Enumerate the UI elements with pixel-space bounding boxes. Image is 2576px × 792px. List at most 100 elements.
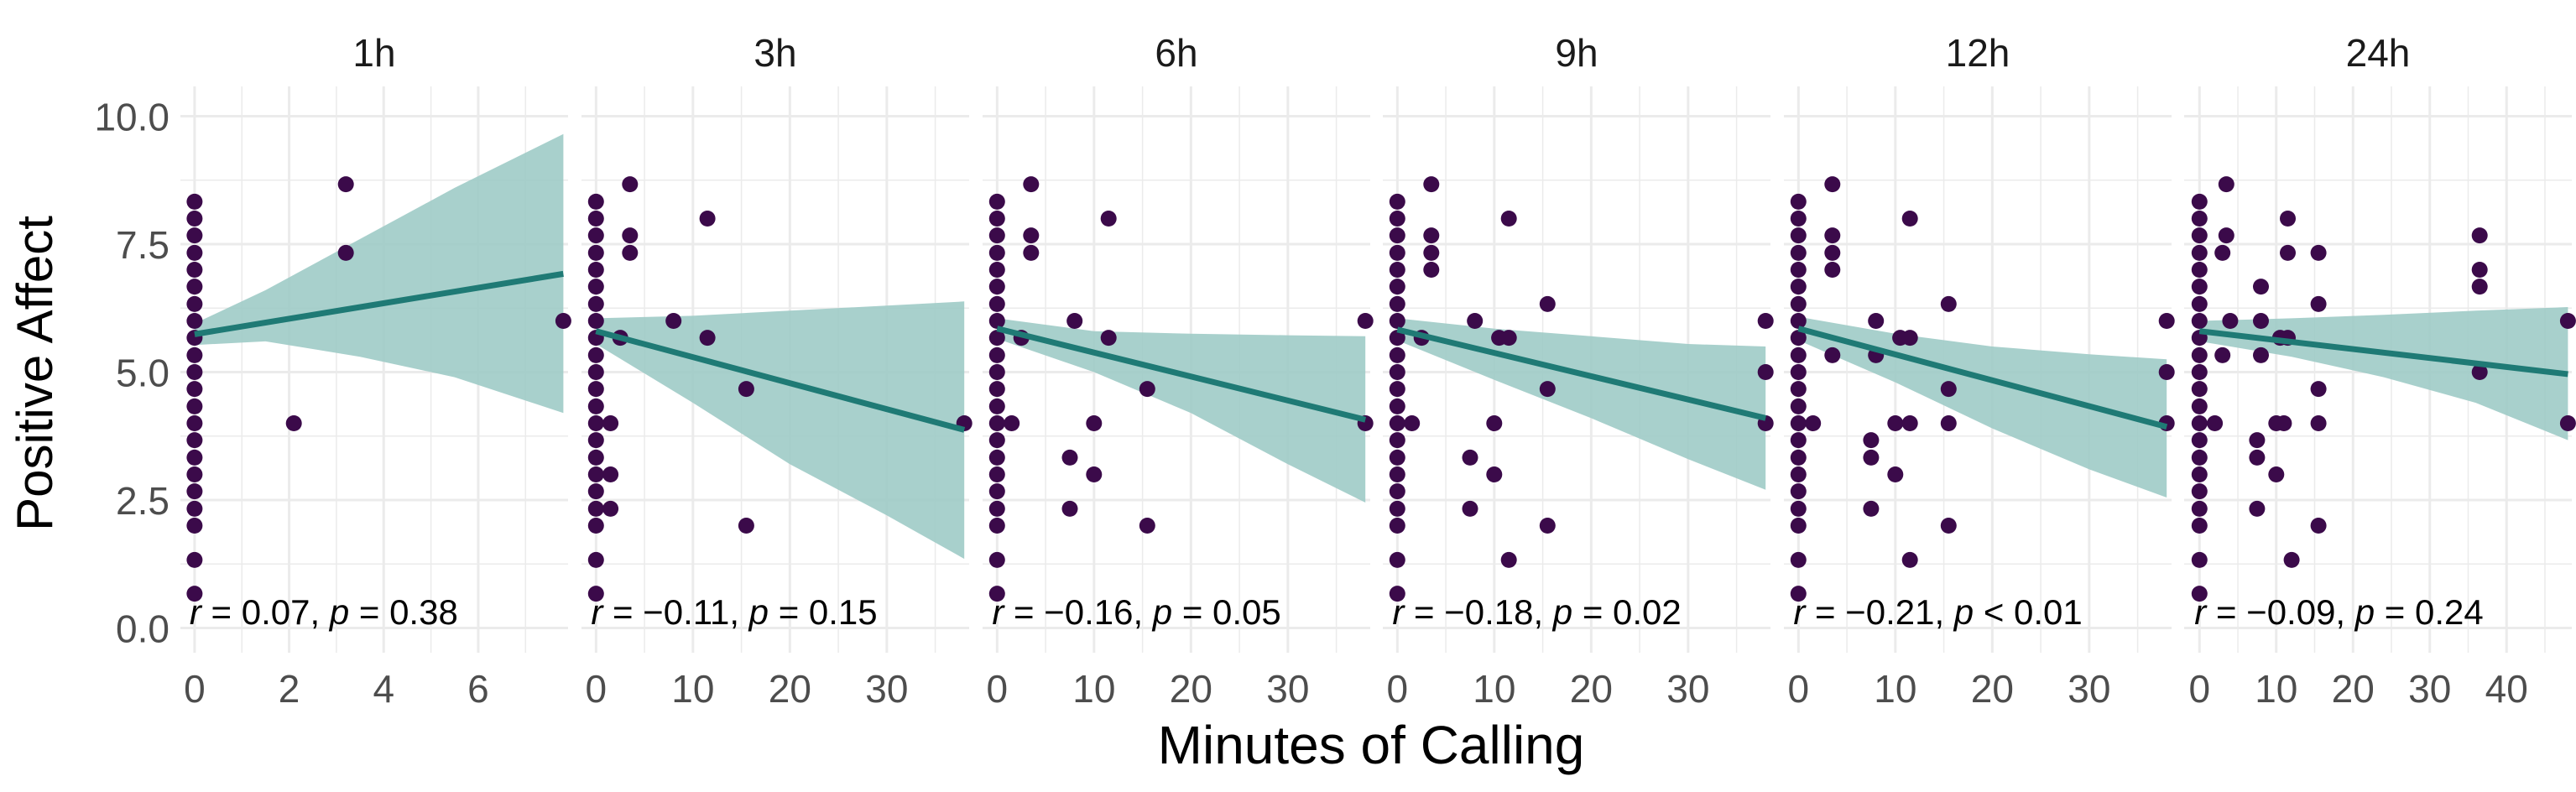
data-point bbox=[1086, 415, 1103, 431]
panel-title: 6h bbox=[1155, 31, 1197, 75]
data-point bbox=[1389, 500, 1405, 517]
data-point bbox=[1539, 381, 1556, 398]
data-point bbox=[1389, 262, 1405, 278]
data-point bbox=[2222, 313, 2239, 329]
data-point bbox=[1500, 551, 1517, 568]
data-point bbox=[988, 279, 1005, 295]
data-point bbox=[2191, 432, 2208, 449]
data-point bbox=[1790, 330, 1807, 346]
data-point bbox=[587, 586, 604, 602]
data-point bbox=[665, 313, 682, 329]
data-point bbox=[1389, 466, 1405, 482]
data-point bbox=[2191, 500, 2208, 517]
data-point bbox=[186, 244, 203, 261]
facet-panel: 24h 0 10 20 30 40r = −0.09, p = 0.24 bbox=[2184, 31, 2576, 711]
x-tick-label: 0 bbox=[586, 667, 607, 711]
x-tick-label: 20 bbox=[2332, 667, 2375, 711]
data-point bbox=[1790, 518, 1807, 534]
data-point bbox=[587, 262, 604, 278]
data-point bbox=[2268, 466, 2285, 482]
data-point bbox=[988, 364, 1005, 380]
data-point bbox=[1824, 262, 1841, 278]
data-point bbox=[2310, 295, 2327, 312]
confidence-band bbox=[596, 301, 965, 560]
data-point bbox=[1790, 551, 1807, 568]
correlation-annotation: r = −0.09, p = 0.24 bbox=[2194, 592, 2483, 632]
data-point bbox=[2191, 364, 2208, 380]
data-point bbox=[1790, 432, 1807, 449]
data-point bbox=[587, 415, 604, 431]
data-point bbox=[2191, 295, 2208, 312]
data-point bbox=[738, 518, 754, 534]
data-point bbox=[2559, 313, 2576, 329]
data-point bbox=[1389, 279, 1405, 295]
correlation-annotation: r = −0.11, p = 0.15 bbox=[591, 592, 877, 632]
data-point bbox=[1824, 227, 1841, 244]
data-point bbox=[1404, 415, 1421, 431]
data-point bbox=[2191, 244, 2208, 261]
data-point bbox=[2158, 313, 2175, 329]
data-point bbox=[1389, 295, 1405, 312]
data-point bbox=[988, 551, 1005, 568]
data-point bbox=[186, 381, 203, 398]
data-point bbox=[587, 466, 604, 482]
data-point bbox=[2471, 279, 2488, 295]
data-point bbox=[602, 500, 619, 517]
data-point bbox=[587, 381, 604, 398]
data-point bbox=[2310, 415, 2327, 431]
data-point bbox=[1539, 518, 1556, 534]
data-point bbox=[587, 398, 604, 414]
data-point bbox=[186, 279, 203, 295]
data-point bbox=[2310, 244, 2327, 261]
data-point bbox=[1023, 176, 1040, 193]
data-point bbox=[587, 193, 604, 210]
data-point bbox=[1389, 483, 1405, 500]
x-tick-label: 2 bbox=[279, 667, 300, 711]
panel-title: 9h bbox=[1555, 31, 1598, 75]
data-point bbox=[699, 211, 716, 227]
data-point bbox=[1539, 295, 1556, 312]
data-point bbox=[186, 432, 203, 449]
data-point bbox=[2191, 313, 2208, 329]
data-point bbox=[1940, 415, 1957, 431]
data-point bbox=[1940, 381, 1957, 398]
x-tick-label: 0 bbox=[2189, 667, 2211, 711]
data-point bbox=[1357, 313, 1374, 329]
data-point bbox=[622, 227, 639, 244]
data-point bbox=[2249, 432, 2266, 449]
data-point bbox=[1389, 415, 1405, 431]
regression-line bbox=[1797, 326, 2168, 430]
data-point bbox=[2191, 483, 2208, 500]
x-tick-label: 10 bbox=[2255, 667, 2297, 711]
y-axis-label: Positive Affect bbox=[7, 216, 63, 531]
data-point bbox=[2191, 518, 2208, 534]
data-point bbox=[2283, 551, 2300, 568]
confidence-band bbox=[2199, 307, 2568, 440]
data-point bbox=[602, 415, 619, 431]
data-point bbox=[186, 211, 203, 227]
data-point bbox=[1023, 244, 1040, 261]
data-point bbox=[2191, 466, 2208, 482]
data-point bbox=[1805, 415, 1822, 431]
data-point bbox=[988, 227, 1005, 244]
correlation-annotation: r = −0.21, p < 0.01 bbox=[1793, 592, 2082, 632]
data-point bbox=[1790, 415, 1807, 431]
data-point bbox=[337, 176, 354, 193]
facet-panel: 1h 0 2 4 6r = 0.07, p = 0.38 bbox=[180, 31, 571, 711]
data-point bbox=[1790, 346, 1807, 363]
data-point bbox=[186, 346, 203, 363]
x-tick-label: 20 bbox=[1170, 667, 1212, 711]
data-point bbox=[1389, 449, 1405, 466]
data-point bbox=[1423, 176, 1440, 193]
data-point bbox=[1389, 211, 1405, 227]
data-point bbox=[988, 330, 1005, 346]
data-point bbox=[1139, 381, 1155, 398]
x-tick-label: 30 bbox=[2068, 667, 2110, 711]
x-tick-label: 20 bbox=[769, 667, 811, 711]
data-point bbox=[1389, 244, 1405, 261]
data-point bbox=[1824, 244, 1841, 261]
data-point bbox=[2191, 211, 2208, 227]
facet-panel: 9h 0 10 20 30 r = −0.18, p = 0.02 bbox=[1383, 31, 1774, 711]
data-point bbox=[988, 211, 1005, 227]
data-point bbox=[186, 586, 203, 602]
